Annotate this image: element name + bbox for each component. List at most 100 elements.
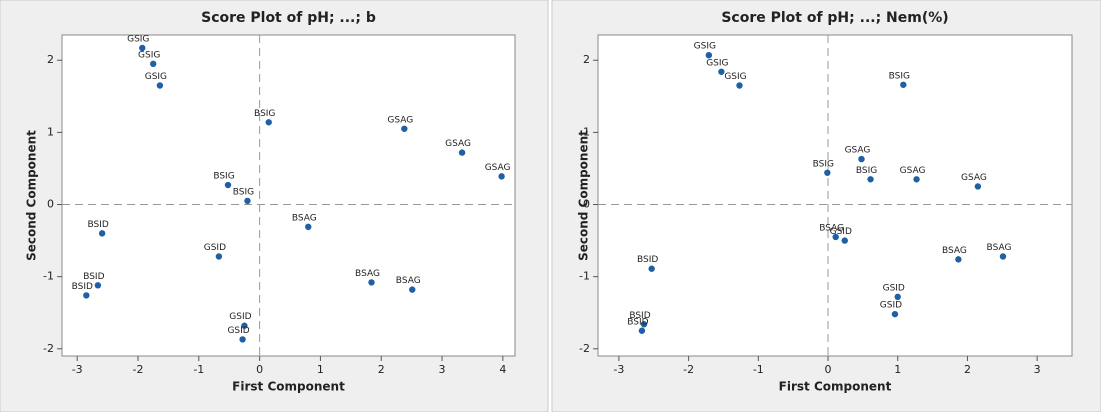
plot-area: [61, 34, 516, 357]
point-label: BSAG: [355, 269, 380, 279]
point-label: GSID: [880, 301, 902, 311]
point-label: GSAG: [900, 166, 926, 176]
x-tick-label: 3: [1034, 363, 1041, 376]
point-label: BSAG: [396, 276, 421, 286]
x-axis-label: First Component: [232, 380, 345, 394]
point-label: BSID: [637, 255, 658, 265]
point-label: BSAG: [942, 246, 967, 256]
x-tick-label: 2: [964, 363, 971, 376]
x-tick-label: 0: [256, 363, 263, 376]
point: [305, 223, 312, 231]
y-axis-label: Second Component: [25, 130, 39, 261]
point-label: BSIG: [813, 159, 834, 169]
point: [368, 279, 375, 286]
point: [648, 265, 655, 272]
point-label: BSID: [87, 220, 108, 230]
point-label: BSIG: [856, 166, 877, 176]
x-tick-label: 0: [825, 363, 832, 376]
y-tick-label: 0: [583, 198, 590, 211]
point: [867, 176, 874, 183]
point: [409, 286, 416, 293]
point: [94, 282, 102, 289]
point: [239, 336, 246, 343]
point: [215, 253, 223, 260]
y-axis-label: Second Component: [577, 130, 591, 261]
point: [150, 60, 157, 68]
point: [241, 322, 248, 329]
point: [638, 327, 646, 334]
point-label: BSAG: [987, 243, 1012, 253]
x-tick-label: -1: [753, 363, 764, 376]
point-label: GSAG: [485, 163, 511, 173]
point: [498, 173, 505, 180]
y-tick-label: -1: [579, 270, 590, 283]
point-label: GSAG: [387, 115, 413, 125]
point: [824, 169, 831, 176]
point: [718, 68, 725, 75]
point: [955, 256, 962, 263]
chart-title: Score Plot of pH; ...; Nem(%): [721, 10, 948, 26]
point-label: BSIG: [254, 109, 275, 119]
y-tick-label: -2: [43, 342, 54, 355]
point: [900, 81, 907, 88]
point: [458, 149, 466, 156]
point: [832, 233, 839, 241]
point: [705, 51, 713, 59]
point-label: GSID: [227, 326, 249, 336]
point: [913, 176, 920, 183]
chart-title: Score Plot of pH; ...; b: [201, 10, 376, 26]
point: [894, 293, 901, 301]
point: [139, 44, 146, 52]
x-tick-label: 3: [439, 363, 446, 376]
point-label: GSID: [883, 283, 905, 293]
point: [156, 82, 164, 89]
x-tick-label: -2: [683, 363, 694, 376]
point: [224, 181, 232, 189]
point-label: GSID: [204, 243, 226, 253]
point: [640, 321, 648, 328]
point-label: GSIG: [127, 34, 149, 44]
point: [401, 125, 408, 132]
point: [83, 292, 90, 299]
point-label: GSIG: [724, 72, 746, 82]
y-tick-label: -2: [579, 342, 590, 355]
point: [999, 253, 1007, 260]
x-tick-label: 1: [894, 363, 901, 376]
x-tick-label: 2: [378, 363, 385, 376]
point-label: GSID: [830, 227, 852, 237]
plot-area: [597, 34, 1073, 357]
point-label: BSIG: [233, 187, 254, 197]
point-label: GSAG: [845, 146, 871, 156]
x-axis-label: First Component: [779, 380, 892, 394]
y-tick-label: 0: [47, 198, 54, 211]
x-tick-label: -2: [133, 363, 144, 376]
x-tick-label: 4: [499, 363, 506, 376]
point: [265, 119, 272, 126]
point-label: GSIG: [138, 50, 160, 60]
point-label: GSIG: [694, 42, 716, 52]
point: [974, 183, 982, 190]
point-label: GSID: [229, 312, 251, 322]
y-tick-label: 1: [47, 125, 54, 138]
point-label: BSID: [83, 272, 104, 282]
point-label: BSAG: [292, 213, 317, 223]
point-label: BSID: [629, 311, 650, 321]
point-label: BSID: [72, 282, 93, 292]
x-tick-label: 1: [317, 363, 324, 376]
point-label: GSAG: [961, 173, 987, 183]
y-tick-label: 2: [47, 53, 54, 66]
point: [98, 230, 106, 237]
point-label: BSID: [627, 317, 648, 327]
point-label: GSIG: [145, 72, 167, 82]
point: [858, 155, 865, 163]
point-label: GSAG: [445, 139, 471, 149]
point: [891, 310, 899, 318]
x-tick-label: -3: [72, 363, 83, 376]
point-label: BSIG: [889, 71, 910, 81]
point: [244, 197, 251, 205]
y-tick-label: 1: [583, 125, 590, 138]
point: [841, 237, 848, 244]
point-label: BSIG: [213, 172, 234, 182]
